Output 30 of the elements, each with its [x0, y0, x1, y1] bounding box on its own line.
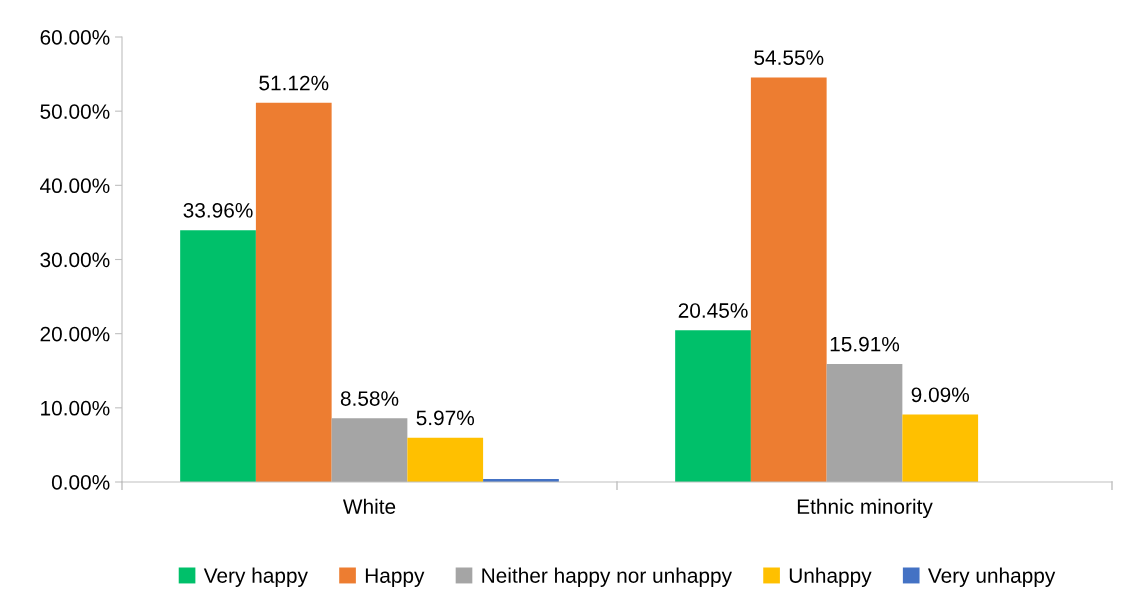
data-label: 54.55%: [754, 50, 824, 65]
bar: [180, 230, 256, 482]
data-label: 9.09%: [911, 387, 970, 403]
bar: [750, 77, 827, 482]
legend-label: Unhappy: [789, 567, 872, 588]
y-tick-label: 10.00%: [41, 400, 110, 416]
bar: [826, 364, 903, 482]
legend-label: Very unhappy: [927, 567, 1056, 588]
y-tick-label: 60.00%: [40, 30, 110, 45]
y-tick-label: 30.00%: [40, 252, 110, 268]
data-label: 33.96%: [183, 202, 253, 218]
x-tick-label: Ethnic minority: [797, 498, 933, 519]
data-label: 51.12%: [259, 75, 329, 91]
legend-label: Happy: [365, 568, 425, 588]
legend-label: Very happy: [203, 567, 308, 588]
bar: [675, 330, 751, 482]
y-tick-label: 20.00%: [40, 326, 110, 342]
bar: [902, 414, 979, 482]
y-tick-label: 50.00%: [40, 104, 110, 119]
bar: [407, 437, 484, 482]
data-label: 20.45%: [678, 303, 748, 318]
bar: [255, 102, 332, 482]
data-label: 5.97%: [416, 410, 475, 426]
legend-label: Neither happy nor unhappy: [482, 567, 732, 588]
y-tick-label: 0.00%: [51, 475, 110, 490]
y-tick-label: 40.00%: [40, 178, 110, 194]
data-label: 15.91%: [830, 336, 900, 352]
x-tick-label: White: [342, 498, 396, 514]
data-label: 8.58%: [340, 391, 399, 406]
bar: [331, 418, 408, 482]
